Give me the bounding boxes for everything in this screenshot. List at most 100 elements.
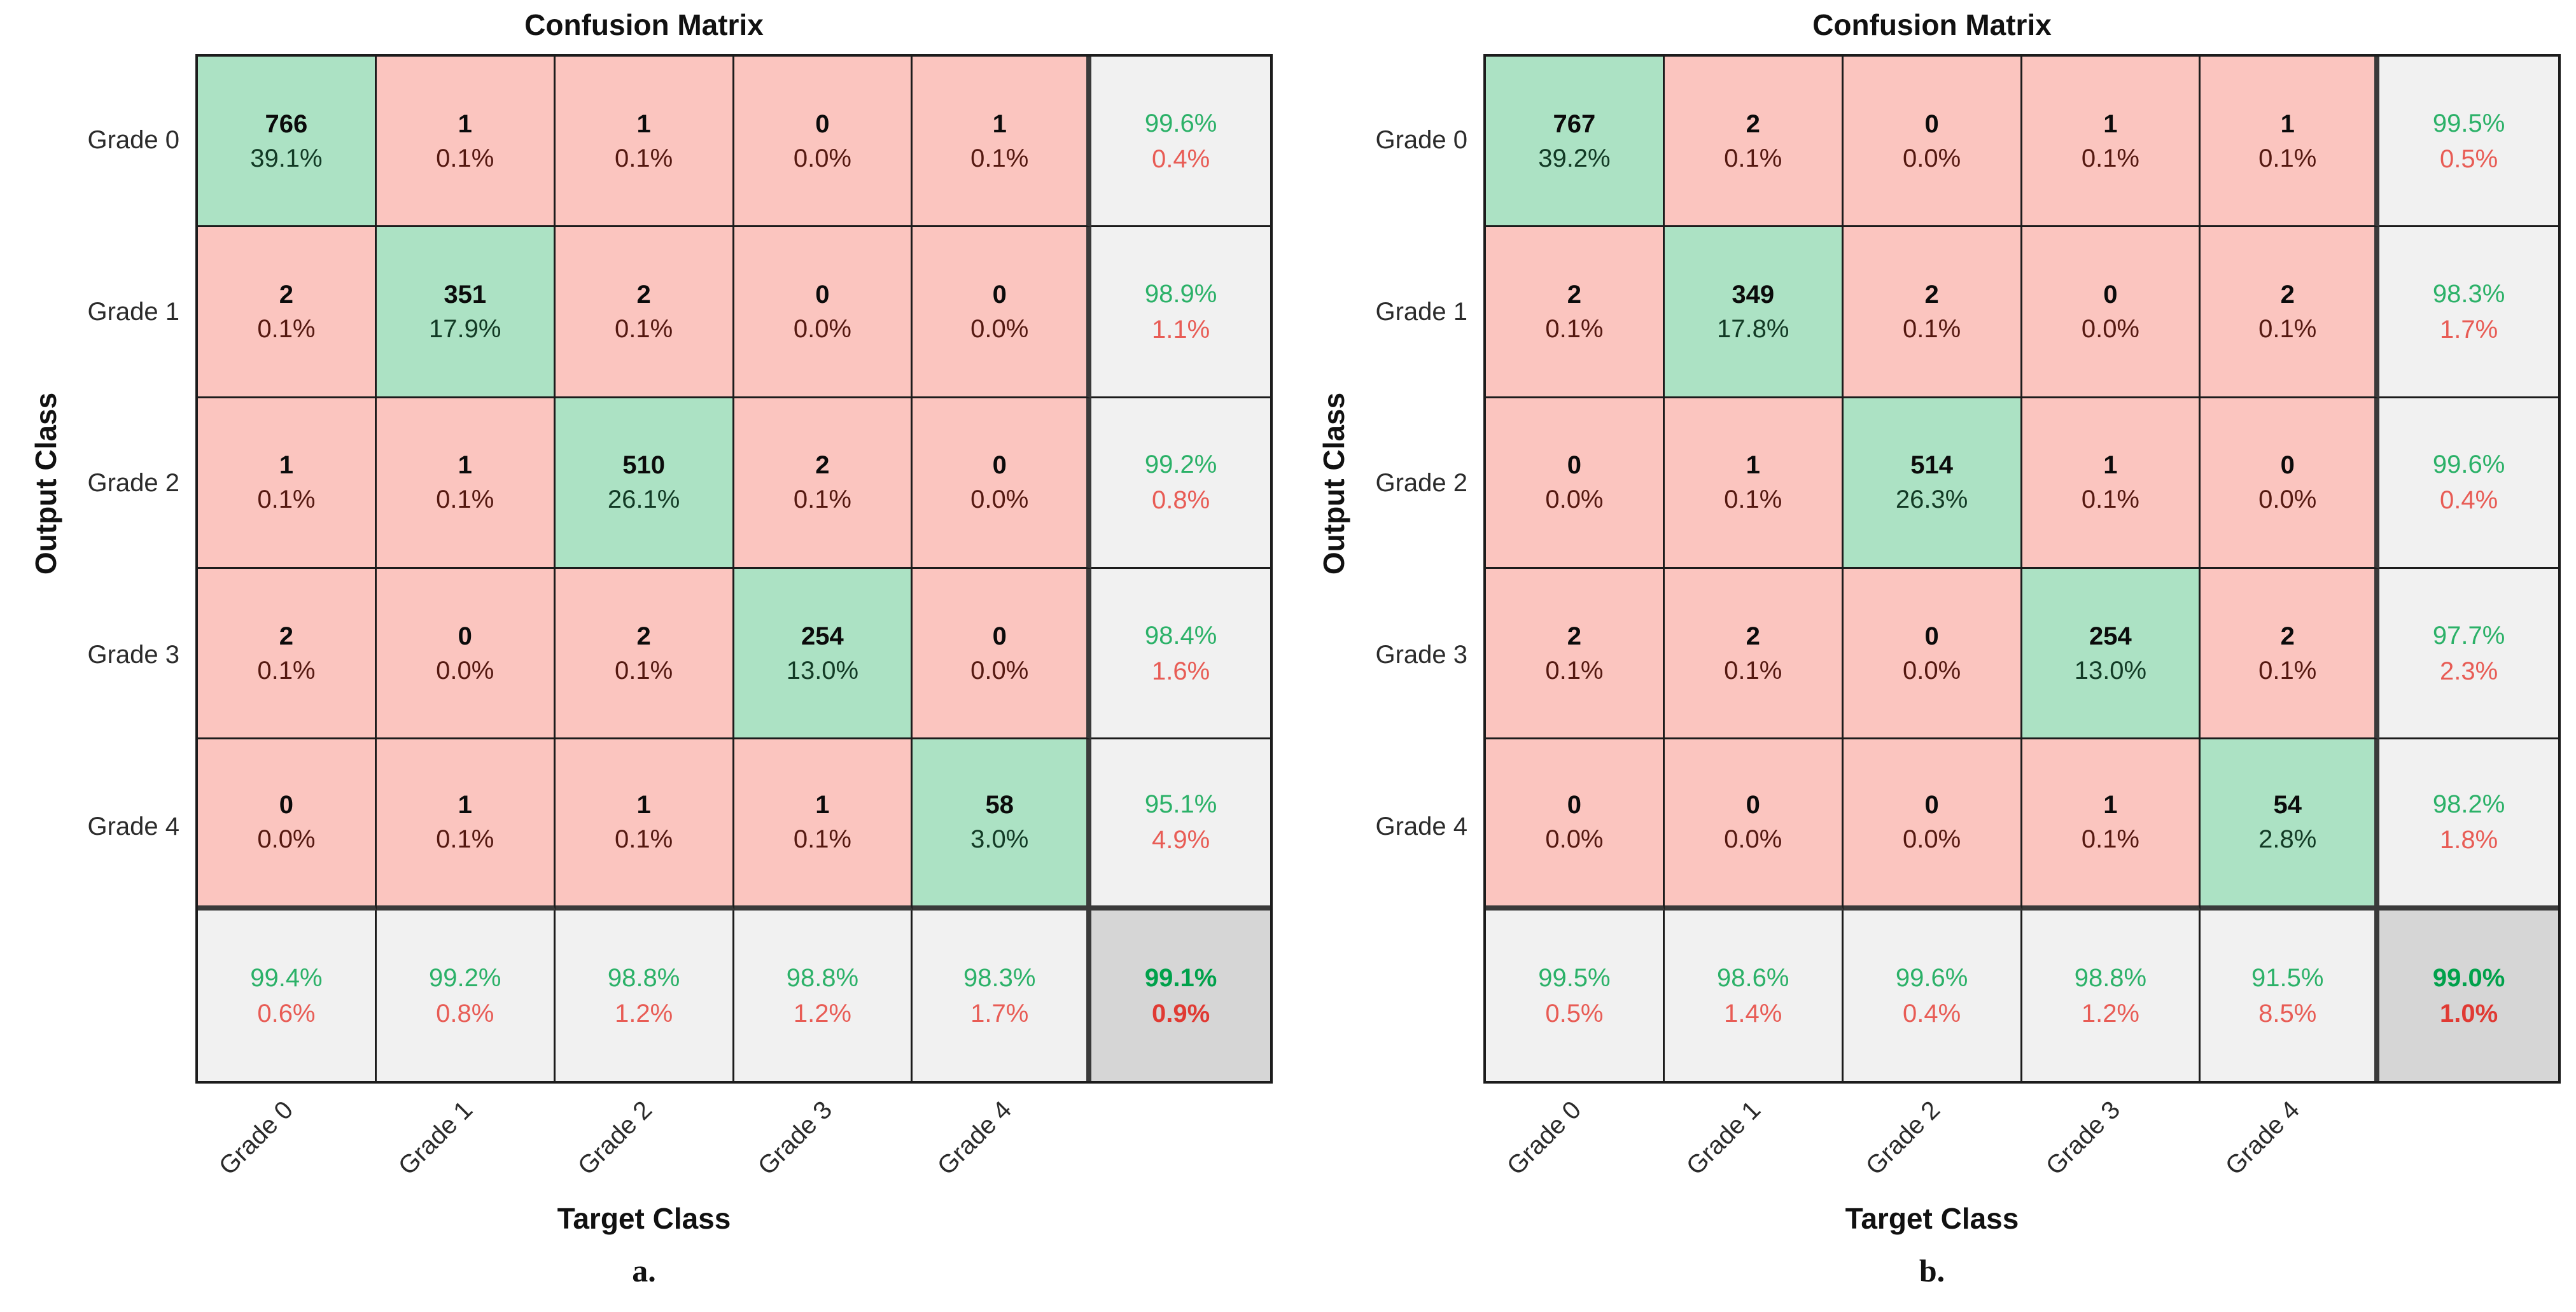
summary-negative-percent: 4.9% bbox=[1151, 826, 1210, 855]
cell-count: 0 bbox=[992, 280, 1007, 309]
matrix-cell-correct: 510 26.1% bbox=[555, 398, 734, 569]
summary-negative-percent: 1.2% bbox=[2081, 999, 2139, 1028]
matrix: 767 39.2% 2 0.1% 0 0.0% 1 0.1% 1 0.1% 99.5% 0.5% 2 0.… bbox=[1483, 54, 2561, 1084]
matrix-cell-error: 2 0.1% bbox=[198, 227, 377, 398]
cell-count: 0 bbox=[1746, 791, 1760, 820]
matrix-cell-error: 2 0.1% bbox=[1664, 57, 1844, 228]
row-summary-cell: 95.1% 4.9% bbox=[1091, 739, 1270, 911]
matrix-cell-error: 1 0.1% bbox=[376, 398, 556, 569]
cell-percent: 0.1% bbox=[793, 485, 851, 514]
matrix-cell-error: 0 0.0% bbox=[913, 569, 1092, 740]
summary-positive-percent: 95.1% bbox=[1144, 790, 1217, 819]
cell-percent: 0.0% bbox=[970, 485, 1029, 514]
cell-percent: 0.1% bbox=[1902, 314, 1961, 343]
y-tick-label: Grade 2 bbox=[1375, 469, 1467, 498]
cell-percent: 0.0% bbox=[257, 825, 316, 854]
cell-percent: 0.1% bbox=[1545, 656, 1604, 685]
row-summary-cell: 98.4% 1.6% bbox=[1091, 569, 1270, 740]
matrix-cell-error: 0 0.0% bbox=[1843, 57, 2022, 228]
overall-error-percent: 0.9% bbox=[1151, 999, 1210, 1028]
cell-count: 2 bbox=[279, 280, 294, 309]
cell-count: 0 bbox=[2103, 280, 2118, 309]
cell-percent: 0.0% bbox=[793, 144, 851, 172]
summary-negative-percent: 1.7% bbox=[2439, 315, 2498, 344]
matrix-cell-error: 0 0.0% bbox=[376, 569, 556, 740]
cell-count: 0 bbox=[2280, 451, 2295, 480]
matrix-cell-correct: 58 3.0% bbox=[913, 739, 1092, 911]
matrix-cell-error: 1 0.1% bbox=[2022, 398, 2201, 569]
cell-percent: 0.1% bbox=[436, 485, 494, 514]
cell-percent: 0.1% bbox=[2258, 144, 2317, 172]
cell-percent: 0.0% bbox=[436, 656, 494, 685]
cell-percent: 0.0% bbox=[2258, 485, 2317, 514]
panel-label: b. bbox=[1919, 1253, 1945, 1288]
cell-count: 1 bbox=[279, 451, 294, 480]
cell-percent: 17.8% bbox=[1717, 314, 1789, 343]
cell-count: 0 bbox=[1567, 451, 1582, 480]
matrix-cell-error: 1 0.1% bbox=[913, 57, 1092, 228]
matrix-cell-error: 2 0.1% bbox=[1486, 569, 1665, 740]
cell-percent: 0.1% bbox=[2258, 656, 2317, 685]
summary-positive-percent: 98.2% bbox=[2432, 790, 2505, 819]
summary-negative-percent: 0.4% bbox=[1902, 999, 1961, 1028]
y-tick-label: Grade 2 bbox=[87, 469, 179, 498]
matrix-cell-correct: 514 26.3% bbox=[1843, 398, 2022, 569]
row-summary-cell: 98.9% 1.1% bbox=[1091, 227, 1270, 398]
cell-count: 1 bbox=[2103, 451, 2118, 480]
cell-count: 58 bbox=[985, 791, 1014, 820]
cell-percent: 0.1% bbox=[436, 825, 494, 854]
col-summary-cell: 98.3% 1.7% bbox=[913, 910, 1092, 1081]
cell-count: 510 bbox=[622, 451, 665, 480]
matrix-cell-error: 0 0.0% bbox=[2022, 227, 2201, 398]
summary-positive-percent: 97.7% bbox=[2432, 621, 2505, 650]
confusion-matrix-panel: Confusion Matrix Output Class Grade 0 Gra… bbox=[29, 8, 1273, 1288]
cell-count: 1 bbox=[992, 109, 1007, 138]
summary-negative-percent: 0.5% bbox=[1545, 999, 1604, 1028]
matrix-cell-correct: 767 39.2% bbox=[1486, 57, 1665, 228]
cell-count: 0 bbox=[458, 622, 472, 650]
cell-count: 0 bbox=[1567, 791, 1582, 820]
y-tick-label: Grade 1 bbox=[1375, 297, 1467, 326]
row-summary-cell: 99.6% 0.4% bbox=[2379, 398, 2558, 569]
matrix-cell-error: 1 0.1% bbox=[376, 57, 556, 228]
cell-count: 0 bbox=[279, 791, 294, 820]
x-axis-label: Target Class bbox=[557, 1202, 731, 1235]
row-summary-cell: 99.6% 0.4% bbox=[1091, 57, 1270, 228]
cell-percent: 0.1% bbox=[257, 314, 316, 343]
overall-accuracy-cell: 99.0% 1.0% bbox=[2379, 910, 2558, 1081]
col-summary-cell: 91.5% 8.5% bbox=[2201, 910, 2380, 1081]
cell-percent: 2.8% bbox=[2258, 825, 2317, 854]
summary-positive-percent: 91.5% bbox=[2251, 963, 2324, 992]
cell-count: 1 bbox=[2103, 791, 2118, 820]
cell-percent: 17.9% bbox=[429, 314, 501, 343]
matrix-cell-error: 0 0.0% bbox=[198, 739, 377, 911]
col-summary-cell: 98.8% 1.2% bbox=[555, 910, 734, 1081]
row-summary-cell: 98.2% 1.8% bbox=[2379, 739, 2558, 911]
matrix-cell-error: 0 0.0% bbox=[913, 398, 1092, 569]
cell-percent: 0.1% bbox=[257, 485, 316, 514]
row-summary-cell: 97.7% 2.3% bbox=[2379, 569, 2558, 740]
cell-count: 1 bbox=[636, 109, 651, 138]
summary-negative-percent: 0.5% bbox=[2439, 144, 2498, 173]
y-tick-label: Grade 3 bbox=[1375, 640, 1467, 669]
summary-positive-percent: 98.3% bbox=[963, 963, 1036, 992]
matrix-cell-error: 1 0.1% bbox=[376, 739, 556, 911]
cell-percent: 0.1% bbox=[1724, 485, 1782, 514]
summary-negative-percent: 1.8% bbox=[2439, 826, 2498, 855]
x-tick-label: Grade 1 bbox=[393, 1096, 479, 1181]
matrix-cell-error: 1 0.1% bbox=[1664, 398, 1844, 569]
cell-count: 254 bbox=[801, 622, 844, 650]
cell-percent: 3.0% bbox=[970, 825, 1029, 854]
y-tick-label: Grade 1 bbox=[87, 297, 179, 326]
cell-count: 0 bbox=[815, 109, 830, 138]
matrix-cell-error: 1 0.1% bbox=[2022, 739, 2201, 911]
cell-count: 0 bbox=[1924, 109, 1939, 138]
cell-percent: 0.1% bbox=[257, 656, 316, 685]
cell-percent: 0.0% bbox=[970, 314, 1029, 343]
summary-positive-percent: 98.3% bbox=[2432, 279, 2505, 308]
cell-percent: 0.1% bbox=[1545, 314, 1604, 343]
x-tick-label: Grade 4 bbox=[932, 1096, 1017, 1181]
confusion-matrix-panel: Confusion Matrix Output Class Grade 0 Gra… bbox=[1288, 0, 2576, 1312]
cell-count: 2 bbox=[1746, 622, 1760, 650]
